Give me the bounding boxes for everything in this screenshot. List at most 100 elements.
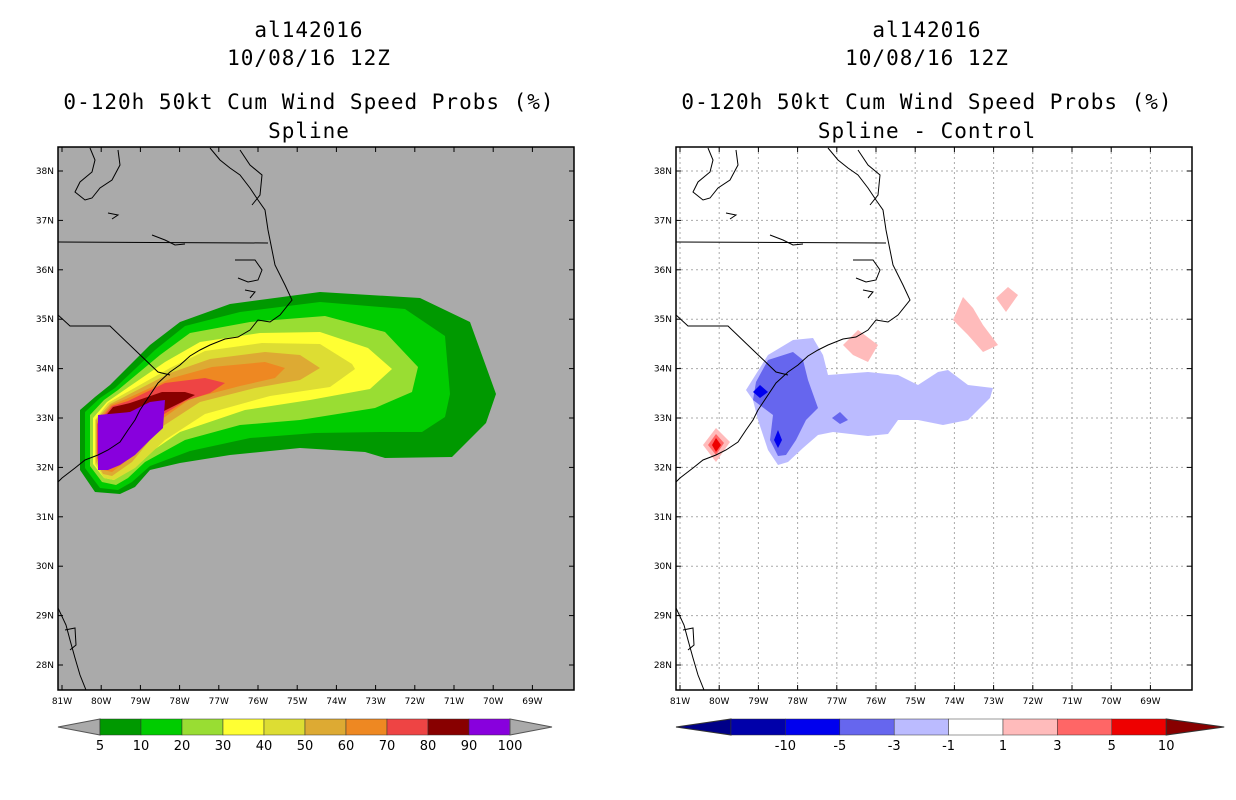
right-method-title: Spline - Control (817, 119, 1037, 143)
lon-label: 77W (209, 697, 229, 707)
lon-label: 80W (91, 697, 111, 707)
colorbar-swatch (345, 718, 388, 736)
lon-label: 70W (1101, 697, 1121, 707)
lat-label: 28N (36, 661, 54, 671)
right-lat-axis: 38N 37N 36N 35N 34N 33N 32N 31N 30N 29N 28N (654, 167, 1192, 671)
lon-label: 73W (365, 697, 385, 707)
colorbar-label: 80 (420, 739, 437, 754)
colorbar-label: 100 (498, 739, 523, 754)
lat-label: 30N (36, 562, 54, 572)
lat-label: 32N (654, 463, 672, 473)
lat-label: 33N (654, 414, 672, 424)
lon-label: 71W (1062, 697, 1082, 707)
lon-label: 76W (248, 697, 268, 707)
diff-pos-5 (712, 438, 721, 452)
lat-label: 29N (36, 612, 54, 622)
lat-label: 34N (654, 365, 672, 375)
left-product-title: 0-120h 50kt Cum Wind Speed Probs (%) (63, 90, 555, 114)
colorbar-swatch (304, 718, 347, 736)
lon-label: 79W (130, 697, 150, 707)
left-probability-contours (58, 147, 496, 690)
colorbar-swatch (839, 718, 895, 736)
lon-label: 73W (983, 697, 1003, 707)
colorbar-swatch (263, 718, 306, 736)
colorbar-swatch (1111, 718, 1167, 736)
colorbar-right-triangle (1165, 718, 1225, 736)
diff-neg-1 (746, 338, 993, 465)
lon-label: 72W (1023, 697, 1043, 707)
left-datetime: 10/08/16 12Z (227, 46, 391, 70)
colorbar-label: 5 (1108, 739, 1116, 754)
lon-label: 78W (787, 697, 807, 707)
left-lat-axis: 38N 37N 36N 35N 34N 33N 32N 31N 30N 29N 28N (36, 167, 574, 671)
right-coastlines (676, 147, 911, 690)
lat-label: 30N (654, 562, 672, 572)
diff-pos-1b (953, 297, 998, 352)
lat-label: 31N (654, 513, 672, 523)
diff-pos-1c (996, 287, 1018, 312)
lat-label: 35N (36, 315, 54, 325)
colorbar-label: -3 (888, 739, 901, 754)
colorbar-label: -5 (833, 739, 846, 754)
diff-neg-3b (832, 412, 848, 424)
diff-neg-5b (774, 430, 782, 448)
colorbar-label: 50 (297, 739, 314, 754)
lon-label: 81W (52, 697, 72, 707)
lon-label: 74W (326, 697, 346, 707)
colorbar-swatch (1002, 718, 1058, 736)
contour-50 (96, 352, 320, 476)
right-colorbar: -10 -5 -3 -1 1 3 5 10 (675, 718, 1225, 754)
lon-label: 70W (483, 697, 503, 707)
right-panel: al142016 10/08/16 12Z 0-120h 50kt Cum Wi… (618, 0, 1236, 800)
lat-label: 31N (36, 513, 54, 523)
lat-label: 33N (36, 414, 54, 424)
colorbar-label: 60 (338, 739, 355, 754)
left-storm-id: al142016 (254, 18, 364, 42)
colorbar-swatch (1057, 718, 1113, 736)
lat-label: 28N (654, 661, 672, 671)
right-lon-axis: 81W 80W 79W 78W 77W 76W 75W 74W 73W 72W 71W 70W 69W (670, 147, 1161, 707)
lat-label: 37N (36, 216, 54, 226)
left-lon-axis: 81W 80W 79W 78W 77W 76W 75W 74W 73W 72W 71W 70W 69W (52, 147, 543, 707)
lon-label: 77W (827, 697, 847, 707)
diff-neg-3 (753, 352, 818, 456)
contour-90 (98, 400, 165, 470)
lon-label: 72W (405, 697, 425, 707)
lon-label: 79W (748, 697, 768, 707)
colorbar-swatch (468, 718, 511, 736)
colorbar-label: -1 (942, 739, 955, 754)
colorbar-swatch (427, 718, 470, 736)
colorbar-label: 20 (174, 739, 191, 754)
lon-label: 74W (944, 697, 964, 707)
lat-label: 34N (36, 365, 54, 375)
colorbar-label: 70 (379, 739, 396, 754)
colorbar-swatch (785, 718, 841, 736)
colorbar-label: -10 (775, 739, 796, 754)
lat-label: 38N (654, 167, 672, 177)
right-product-title: 0-120h 50kt Cum Wind Speed Probs (%) (681, 90, 1173, 114)
colorbar-swatch (948, 718, 1004, 736)
colorbar-right-triangle (509, 718, 553, 736)
lat-label: 29N (654, 612, 672, 622)
lon-label: 75W (905, 697, 925, 707)
lat-label: 35N (654, 315, 672, 325)
lat-label: 36N (654, 266, 672, 276)
colorbar-swatch (893, 718, 949, 736)
right-map-figure: 38N 37N 36N 35N 34N 33N 32N 31N 30N 29N 28N 81W 80W… (654, 146, 1225, 754)
colorbar-swatch (140, 718, 183, 736)
right-datetime: 10/08/16 12Z (845, 46, 1009, 70)
colorbar-swatch (99, 718, 142, 736)
lon-label: 69W (1140, 697, 1160, 707)
diff-neg-5 (753, 385, 768, 398)
right-storm-id: al142016 (872, 18, 982, 42)
colorbar-left-triangle (57, 718, 101, 736)
left-map-figure: 38N 37N 36N 35N 34N 33N 32N 31N 30N 29N 28N 81W 80W… (36, 146, 575, 754)
lon-label: 75W (287, 697, 307, 707)
lon-label: 76W (866, 697, 886, 707)
lon-label: 78W (169, 697, 189, 707)
colorbar-label: 90 (461, 739, 478, 754)
left-panel: al142016 10/08/16 12Z 0-120h 50kt Cum Wi… (36, 18, 575, 754)
colorbar-label: 40 (256, 739, 273, 754)
colorbar-label: 30 (215, 739, 232, 754)
lat-label: 32N (36, 463, 54, 473)
